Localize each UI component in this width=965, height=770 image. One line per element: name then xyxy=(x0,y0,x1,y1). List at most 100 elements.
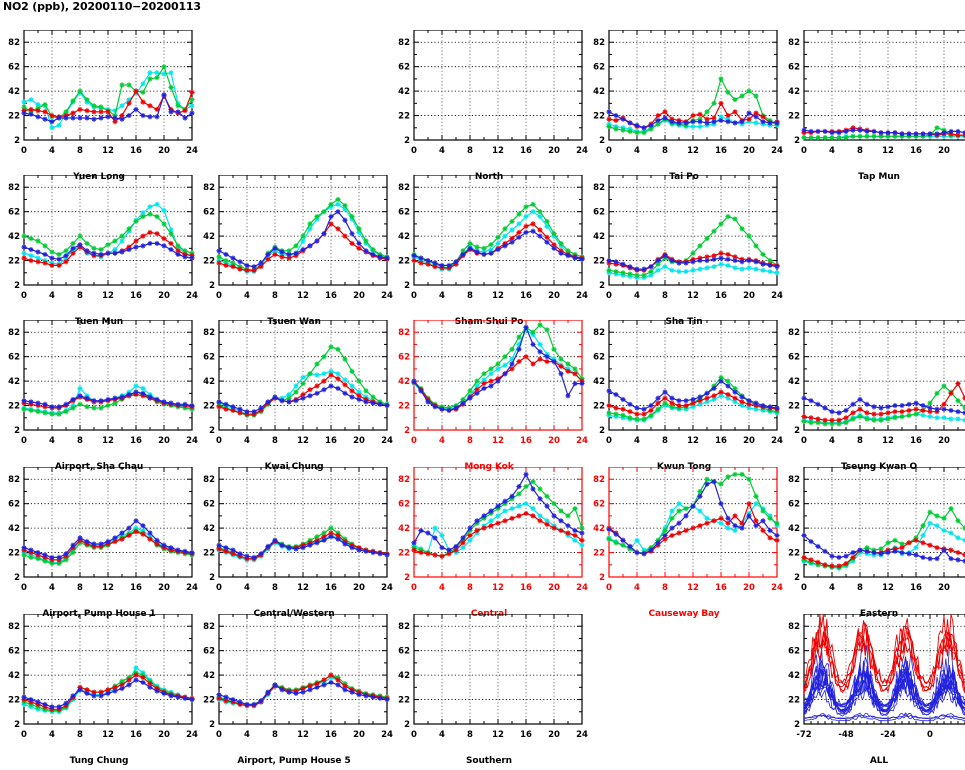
svg-text:20: 20 xyxy=(353,436,365,446)
svg-text:24: 24 xyxy=(576,436,588,446)
svg-text:2: 2 xyxy=(404,281,410,291)
svg-text:22: 22 xyxy=(788,112,800,122)
svg-text:62: 62 xyxy=(788,500,800,510)
svg-text:22: 22 xyxy=(593,257,605,267)
svg-text:20: 20 xyxy=(353,583,365,593)
svg-text:62: 62 xyxy=(8,500,20,510)
svg-text:20: 20 xyxy=(743,436,755,446)
svg-text:24: 24 xyxy=(576,291,588,301)
svg-text:2: 2 xyxy=(404,720,410,730)
panel-label: Southern xyxy=(466,756,512,766)
svg-text:42: 42 xyxy=(203,377,215,387)
svg-text:-24: -24 xyxy=(880,730,895,740)
svg-text:2: 2 xyxy=(14,136,20,146)
svg-text:0: 0 xyxy=(216,583,222,593)
svg-text:0: 0 xyxy=(606,146,612,156)
svg-text:42: 42 xyxy=(593,524,605,534)
svg-text:24: 24 xyxy=(381,436,393,446)
svg-text:2: 2 xyxy=(794,426,800,436)
svg-text:62: 62 xyxy=(8,647,20,657)
svg-text:2: 2 xyxy=(209,281,215,291)
svg-text:20: 20 xyxy=(548,730,560,740)
svg-text:82: 82 xyxy=(203,475,215,485)
svg-text:82: 82 xyxy=(788,38,800,48)
svg-text:22: 22 xyxy=(8,402,20,412)
svg-text:22: 22 xyxy=(8,112,20,122)
svg-text:20: 20 xyxy=(158,436,170,446)
svg-text:8: 8 xyxy=(77,146,83,156)
svg-text:8: 8 xyxy=(272,291,278,301)
svg-text:62: 62 xyxy=(398,500,410,510)
svg-text:0: 0 xyxy=(216,291,222,301)
svg-text:16: 16 xyxy=(715,436,727,446)
svg-text:8: 8 xyxy=(77,291,83,301)
svg-text:8: 8 xyxy=(467,730,473,740)
svg-text:0: 0 xyxy=(927,730,933,740)
panel-label: Sha Tin xyxy=(665,317,703,327)
svg-text:82: 82 xyxy=(788,328,800,338)
svg-text:4: 4 xyxy=(244,291,250,301)
svg-text:4: 4 xyxy=(49,583,55,593)
panel-label: Tung Chung xyxy=(69,756,129,766)
svg-text:12: 12 xyxy=(297,730,309,740)
panel-label: Tap Mun xyxy=(858,172,900,182)
svg-text:16: 16 xyxy=(325,730,337,740)
svg-text:42: 42 xyxy=(8,524,20,534)
svg-text:22: 22 xyxy=(788,402,800,412)
svg-text:0: 0 xyxy=(216,436,222,446)
svg-text:16: 16 xyxy=(325,583,337,593)
panel-kwai-chung: 2 22 42 62 82 0 4 8 12 16 20 24 Kwai Chung xyxy=(195,320,393,476)
svg-text:2: 2 xyxy=(14,573,20,583)
svg-text:82: 82 xyxy=(593,328,605,338)
svg-text:22: 22 xyxy=(398,402,410,412)
svg-text:12: 12 xyxy=(102,146,114,156)
svg-text:62: 62 xyxy=(593,208,605,218)
svg-text:20: 20 xyxy=(158,583,170,593)
svg-text:2: 2 xyxy=(404,136,410,146)
svg-text:82: 82 xyxy=(398,183,410,193)
svg-text:24: 24 xyxy=(186,436,198,446)
svg-text:4: 4 xyxy=(634,146,640,156)
svg-text:22: 22 xyxy=(398,549,410,559)
svg-text:4: 4 xyxy=(439,436,445,446)
svg-text:42: 42 xyxy=(398,524,410,534)
panel-airport-sha-chau: 2 22 42 62 82 0 4 8 12 16 20 24 Airport, Sha Chau xyxy=(0,320,198,476)
svg-text:4: 4 xyxy=(244,730,250,740)
panel-kwun-tong: 2 22 42 62 82 0 4 8 12 16 20 24 Kwun Tong xyxy=(585,320,783,476)
svg-text:2: 2 xyxy=(794,573,800,583)
svg-text:8: 8 xyxy=(662,291,668,301)
svg-text:4: 4 xyxy=(829,436,835,446)
svg-text:62: 62 xyxy=(8,353,20,363)
svg-text:82: 82 xyxy=(203,622,215,632)
svg-text:0: 0 xyxy=(411,583,417,593)
svg-text:20: 20 xyxy=(353,291,365,301)
svg-text:82: 82 xyxy=(593,38,605,48)
svg-text:62: 62 xyxy=(8,63,20,73)
svg-text:8: 8 xyxy=(272,583,278,593)
svg-text:4: 4 xyxy=(634,583,640,593)
svg-text:2: 2 xyxy=(14,281,20,291)
panel-yuen-long: 2 22 42 62 82 0 4 8 12 16 20 24 Yuen Long xyxy=(0,30,198,186)
svg-text:20: 20 xyxy=(353,730,365,740)
panel-label: Yuen Long xyxy=(73,172,125,182)
svg-text:22: 22 xyxy=(203,257,215,267)
panel-tai-po: 2 22 42 62 82 0 4 8 12 16 20 24 Tai Po xyxy=(585,30,783,186)
svg-text:8: 8 xyxy=(272,730,278,740)
panel-tap-mun: 22242628204812162024Tap Mun xyxy=(780,30,965,186)
svg-text:4: 4 xyxy=(49,146,55,156)
svg-text:22: 22 xyxy=(8,549,20,559)
svg-text:82: 82 xyxy=(8,183,20,193)
svg-text:42: 42 xyxy=(593,87,605,97)
svg-text:62: 62 xyxy=(788,647,800,657)
svg-text:2: 2 xyxy=(209,720,215,730)
svg-text:0: 0 xyxy=(801,436,807,446)
svg-text:82: 82 xyxy=(788,622,800,632)
panel-central-western: 2 22 42 62 82 0 4 8 12 16 20 24 Central/Western xyxy=(195,467,393,623)
panel-airport-pump-house-5: 2 22 42 62 82 0 4 8 12 16 20 24 Airport, Pump House … xyxy=(195,614,393,770)
svg-text:16: 16 xyxy=(520,436,532,446)
svg-text:0: 0 xyxy=(411,291,417,301)
panel-label: Tuen Mun xyxy=(74,317,124,327)
